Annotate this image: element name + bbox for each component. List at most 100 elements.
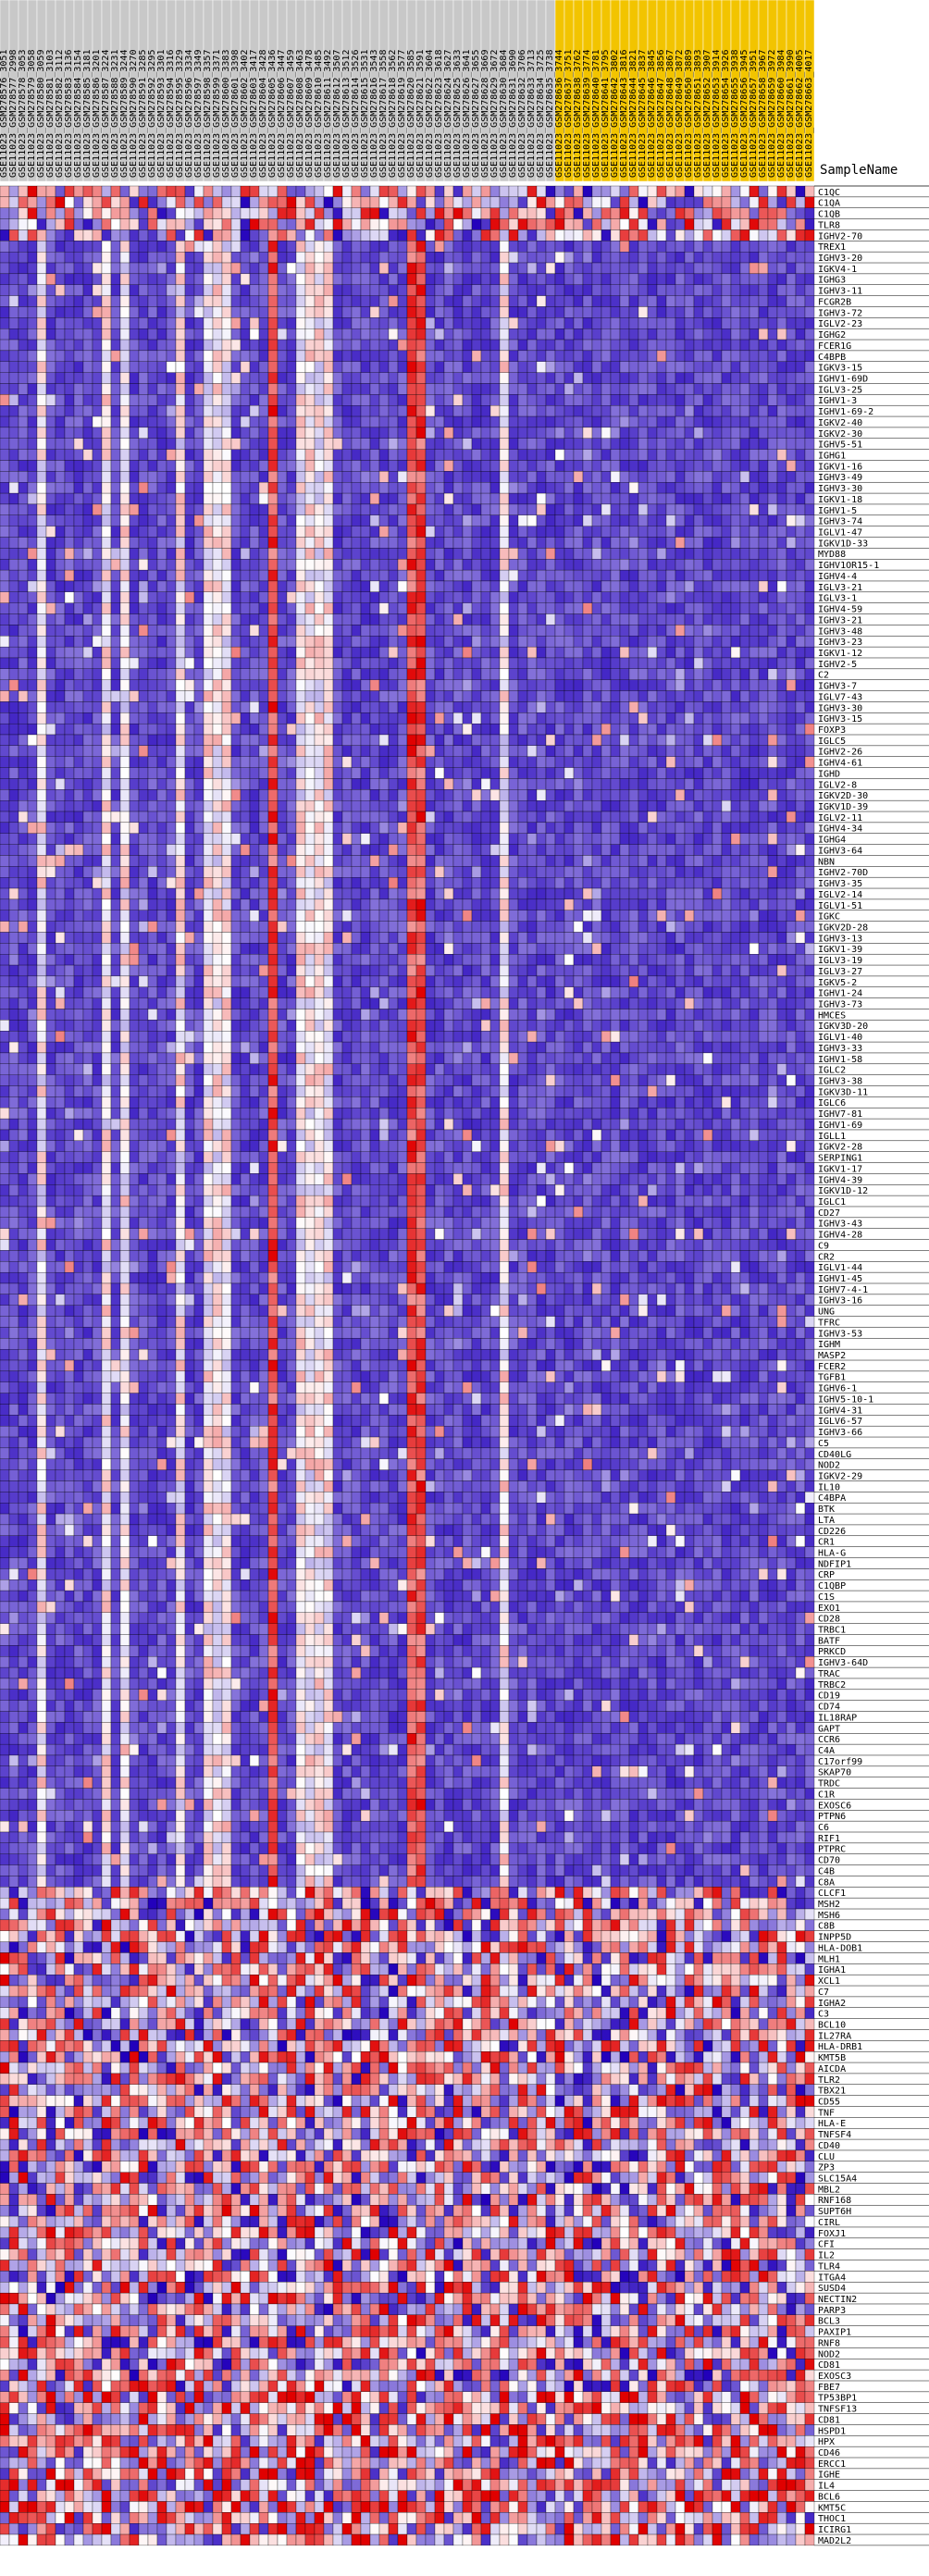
heatmap-cell xyxy=(129,668,140,680)
heatmap-cell xyxy=(712,350,723,362)
heatmap-cell xyxy=(147,328,158,341)
heatmap-cell xyxy=(749,471,760,483)
heatmap-cell xyxy=(314,778,325,790)
heatmap-cell xyxy=(489,372,501,384)
heatmap-cell xyxy=(406,295,417,307)
heatmap-cell xyxy=(758,602,769,614)
heatmap-cell xyxy=(101,602,112,614)
heatmap-cell xyxy=(526,284,538,296)
heatmap-cell xyxy=(767,471,778,483)
heatmap-cell xyxy=(369,734,380,747)
heatmap-cell xyxy=(795,482,806,494)
heatmap-cell xyxy=(332,679,343,691)
heatmap-cell xyxy=(249,241,260,253)
heatmap-cell xyxy=(267,636,279,648)
heatmap-cell xyxy=(64,537,75,549)
heatmap-cell xyxy=(499,690,510,702)
heatmap-cell xyxy=(628,679,639,691)
heatmap-cell xyxy=(166,415,177,428)
heatmap-cell xyxy=(462,196,473,208)
heatmap-cell xyxy=(156,449,167,461)
heatmap-cell xyxy=(573,537,584,549)
heatmap-cell xyxy=(786,405,797,417)
heatmap-cell xyxy=(452,679,464,691)
heatmap-cell xyxy=(92,712,103,724)
heatmap-cell xyxy=(129,350,140,362)
heatmap-cell xyxy=(82,415,93,428)
heatmap-cell xyxy=(203,284,214,296)
heatmap-cell xyxy=(221,657,232,669)
heatmap-cell xyxy=(92,679,103,691)
heatmap-cell xyxy=(554,361,565,373)
heatmap-cell xyxy=(175,613,186,625)
heatmap-cell xyxy=(73,613,84,625)
heatmap-cell xyxy=(156,559,167,571)
heatmap-cell xyxy=(360,361,371,373)
heatmap-cell xyxy=(443,625,454,637)
heatmap-cell xyxy=(665,460,676,472)
heatmap-cell xyxy=(193,394,204,406)
heatmap-cell xyxy=(212,350,223,362)
heatmap-cell xyxy=(166,569,177,582)
heatmap-cell xyxy=(462,185,473,198)
heatmap-cell xyxy=(36,767,47,779)
heatmap-cell xyxy=(684,207,695,219)
heatmap-cell xyxy=(92,460,103,472)
column-label: GSE11023_GSM278646_3845 xyxy=(647,50,657,178)
heatmap-cell xyxy=(712,273,723,285)
heatmap-cell xyxy=(499,613,510,625)
heatmap-cell xyxy=(240,701,251,713)
heatmap-cell xyxy=(341,734,353,747)
heatmap-cell xyxy=(258,756,269,768)
heatmap-cell xyxy=(212,460,223,472)
heatmap-cell xyxy=(804,196,815,208)
heatmap-cell xyxy=(221,339,232,352)
heatmap-cell xyxy=(415,756,427,768)
heatmap-cell xyxy=(628,218,639,230)
heatmap-cell xyxy=(749,350,760,362)
heatmap-cell xyxy=(425,438,436,450)
heatmap-cell xyxy=(406,427,417,439)
heatmap-cell xyxy=(647,734,658,747)
heatmap-cell xyxy=(369,284,380,296)
heatmap-cell xyxy=(536,284,547,296)
heatmap-cell xyxy=(786,559,797,571)
heatmap-cell xyxy=(203,383,214,395)
heatmap-cell xyxy=(786,328,797,341)
heatmap-cell xyxy=(82,241,93,253)
heatmap-cell xyxy=(360,196,371,208)
heatmap-cell xyxy=(286,460,297,472)
heatmap-cell xyxy=(341,295,353,307)
heatmap-cell xyxy=(776,613,787,625)
heatmap-cell xyxy=(0,526,10,538)
heatmap-cell xyxy=(591,207,602,219)
heatmap-cell xyxy=(369,405,380,417)
heatmap-cell xyxy=(406,383,417,395)
heatmap-cell xyxy=(582,548,593,560)
heatmap-cell xyxy=(129,636,140,648)
heatmap-cell xyxy=(119,503,130,515)
heatmap-cell xyxy=(147,405,158,417)
heatmap-cell xyxy=(480,767,491,779)
heatmap-cell xyxy=(129,415,140,428)
heatmap-cell xyxy=(499,196,510,208)
heatmap-cell xyxy=(82,394,93,406)
heatmap-cell xyxy=(323,361,334,373)
heatmap-cell xyxy=(267,185,279,198)
heatmap-cell xyxy=(730,372,741,384)
heatmap-cell xyxy=(804,284,815,296)
heatmap-cell xyxy=(397,767,408,779)
heatmap-cell xyxy=(138,625,149,637)
heatmap-cell xyxy=(499,580,510,592)
heatmap-cell xyxy=(425,295,436,307)
heatmap-cell xyxy=(712,657,723,669)
heatmap-cell xyxy=(369,537,380,549)
heatmap-cell xyxy=(554,207,565,219)
heatmap-cell xyxy=(591,394,602,406)
heatmap-cell xyxy=(684,712,695,724)
heatmap-cell xyxy=(804,252,815,264)
heatmap-cell xyxy=(545,690,556,702)
heatmap-cell xyxy=(8,503,19,515)
heatmap-cell xyxy=(406,778,417,790)
heatmap-cell xyxy=(184,778,195,790)
